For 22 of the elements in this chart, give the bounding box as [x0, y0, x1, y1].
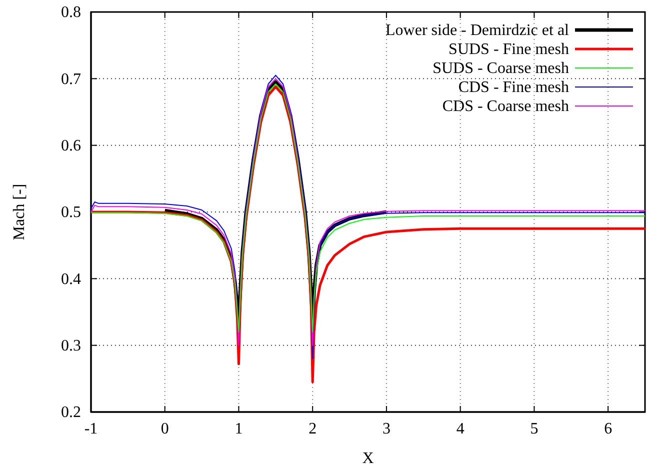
- y-tick-label: 0.5: [61, 204, 81, 222]
- y-tick-label: 0.6: [61, 137, 81, 154]
- legend-label: CDS - Fine mesh: [458, 79, 569, 96]
- y-tick-label: 0.2: [61, 404, 81, 422]
- x-tick-label: 1: [234, 420, 243, 438]
- y-tick-label: 0.8: [61, 4, 81, 22]
- x-tick-label: 5: [530, 420, 538, 438]
- x-tick-label: 0: [160, 420, 169, 438]
- legend-label: SUDS - Coarse mesh: [432, 60, 569, 77]
- legend-label: SUDS - Fine mesh: [448, 41, 569, 58]
- y-tick-label: 0.3: [61, 337, 81, 354]
- x-tick-label: 2: [308, 420, 317, 438]
- x-tick-label: -1: [84, 420, 98, 438]
- legend-label: CDS - Coarse mesh: [442, 98, 569, 115]
- y-tick-label: 0.4: [61, 270, 81, 288]
- x-tick-label: 6: [604, 420, 612, 438]
- x-tick-label: 4: [456, 420, 464, 438]
- legend-label: Lower side - Demirdzic et al: [386, 22, 570, 39]
- y-axis-title: Mach [-]: [11, 184, 28, 240]
- x-axis-title: X: [362, 450, 374, 467]
- y-tick-label: 0.7: [61, 70, 81, 88]
- x-tick-label: 3: [382, 420, 390, 438]
